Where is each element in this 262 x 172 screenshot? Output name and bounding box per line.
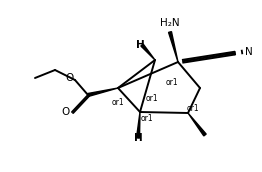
Text: N: N — [245, 47, 253, 57]
Text: H₂N: H₂N — [160, 18, 180, 28]
Text: or1: or1 — [141, 114, 153, 122]
Polygon shape — [188, 113, 206, 136]
Polygon shape — [88, 88, 118, 96]
Text: or1: or1 — [146, 94, 158, 103]
Polygon shape — [137, 112, 140, 138]
Polygon shape — [168, 32, 178, 62]
Text: O: O — [66, 73, 74, 83]
Text: or1: or1 — [166, 78, 178, 87]
Polygon shape — [141, 44, 155, 60]
Text: or1: or1 — [187, 104, 199, 112]
Text: or1: or1 — [112, 98, 124, 106]
Text: H: H — [134, 133, 142, 143]
Text: H: H — [136, 40, 144, 50]
Text: O: O — [61, 107, 69, 117]
